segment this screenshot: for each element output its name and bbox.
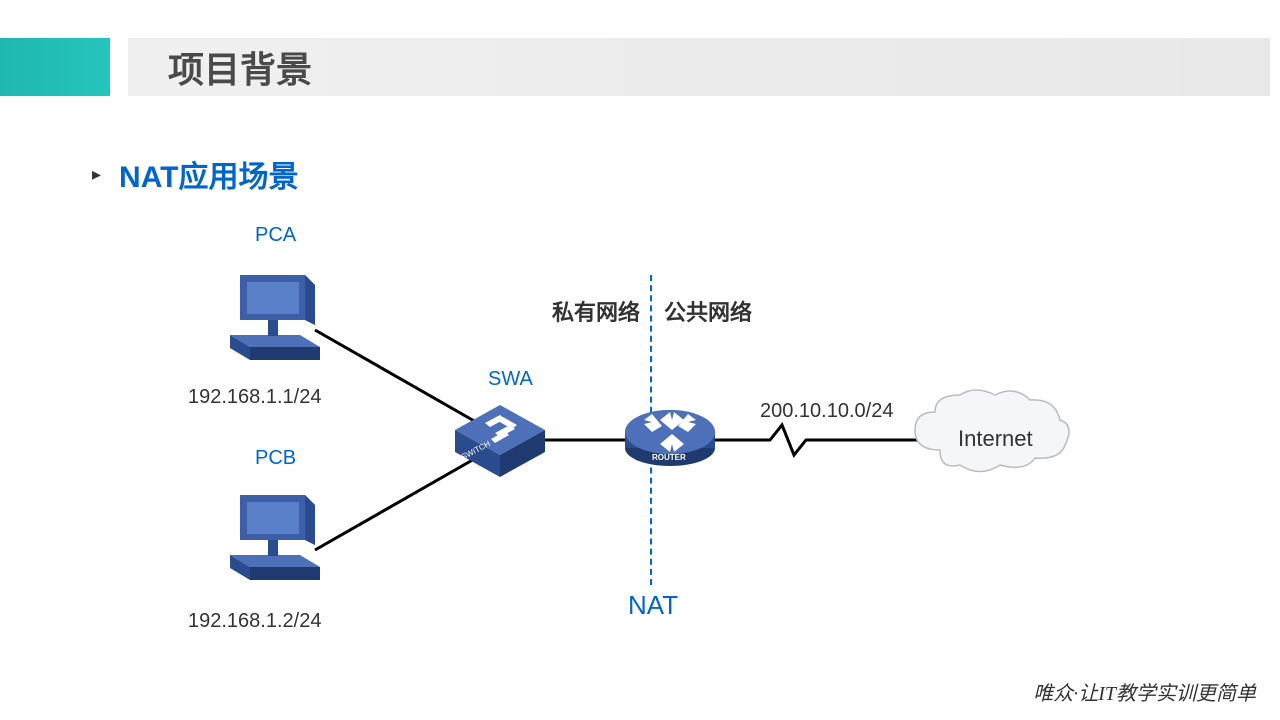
header-bar: 项目背景 [0,38,1270,96]
pca-ip: 192.168.1.1/24 [188,386,321,409]
pca-device-icon [220,265,330,375]
bullet-icon: ▸ [92,164,101,185]
subtitle-row: ▸ NAT应用场景 [92,152,298,196]
svg-text:ROUTER: ROUTER [652,453,686,462]
pcb-ip: 192.168.1.2/24 [188,610,321,633]
pcb-device-icon [220,485,330,595]
private-net-label: 私有网络 [552,295,640,327]
switch-device-icon: SWITCH [445,395,555,485]
pcb-label: PCB [255,447,296,470]
page-title: 项目背景 [168,41,312,93]
subtitle-text: NAT应用场景 [119,152,298,196]
router-device-icon: ROUTER [620,400,720,480]
public-ip-label: 200.10.10.0/24 [760,400,893,423]
footer-text: 唯众·让IT教学实训更简单 [1033,677,1256,706]
header-accent [0,38,110,96]
nat-label: NAT [628,590,678,621]
header-title-bar: 项目背景 [128,38,1270,96]
public-net-label: 公共网络 [664,295,752,327]
swa-label: SWA [488,368,533,391]
internet-label: Internet [958,426,1033,452]
pca-label: PCA [255,224,296,247]
network-diagram: PCA 192.168.1.1/24 PCB 192.168.1.2/24 [170,210,1090,630]
